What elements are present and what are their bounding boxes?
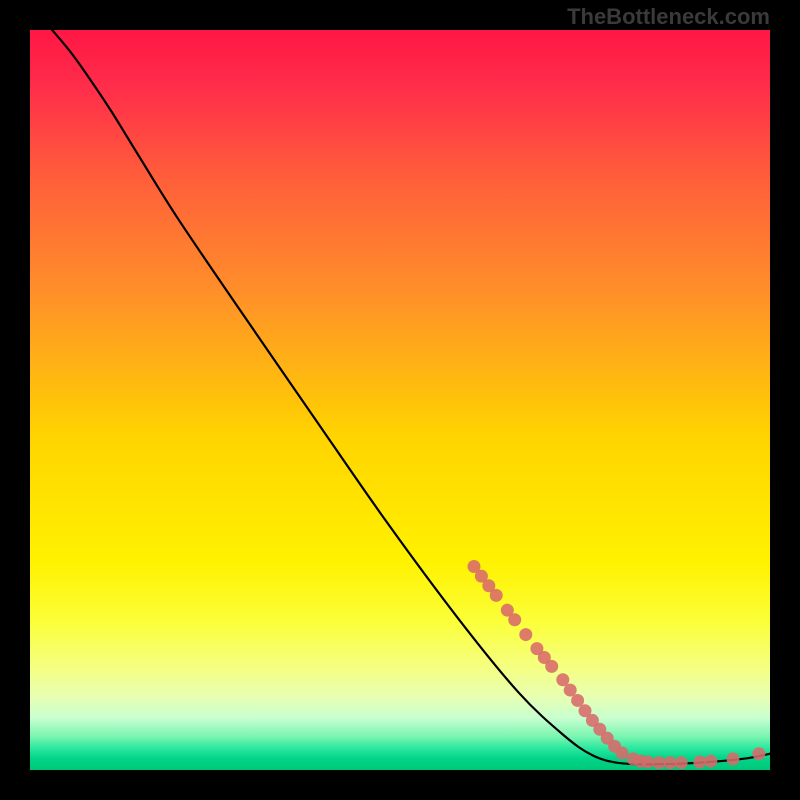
chart-background	[30, 30, 770, 770]
data-marker	[727, 752, 740, 765]
chart-svg	[30, 30, 770, 770]
data-marker	[664, 756, 677, 769]
data-marker	[545, 660, 558, 673]
data-marker	[653, 756, 666, 769]
data-marker	[693, 755, 706, 768]
data-marker	[519, 628, 532, 641]
data-marker	[752, 747, 765, 760]
watermark-text: TheBottleneck.com	[567, 4, 770, 30]
data-marker	[704, 755, 717, 768]
data-marker	[641, 755, 654, 768]
data-marker	[508, 613, 521, 626]
chart-plot-area	[30, 30, 770, 770]
data-marker	[490, 589, 503, 602]
data-marker	[675, 756, 688, 769]
data-marker	[616, 746, 629, 759]
